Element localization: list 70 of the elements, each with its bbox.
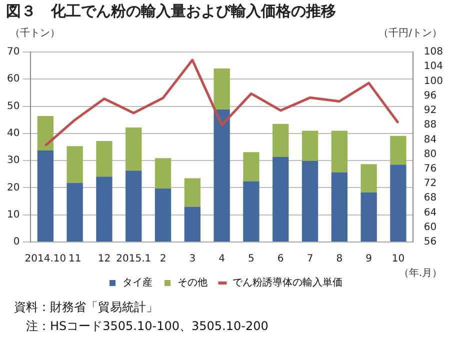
- y-tick-label: 20: [6, 182, 20, 194]
- x-tick-label: 9: [366, 254, 372, 265]
- bar: [37, 150, 54, 242]
- bar: [360, 164, 377, 192]
- x-tick-label: 7: [306, 254, 314, 265]
- y2-tick-label: 76: [424, 164, 437, 175]
- x-tick-label: 5: [248, 254, 254, 265]
- x-tick-label: 10: [392, 254, 405, 265]
- y2-tick-label: 72: [424, 178, 437, 190]
- y-tick-label: 50: [6, 100, 20, 112]
- bar: [272, 157, 289, 242]
- y2-tick-label: 104: [424, 61, 444, 72]
- y2-tick-label: 68: [424, 192, 437, 204]
- legend-label: でん粉誘導体の輸入単価: [232, 276, 342, 289]
- x-tick-label: 4: [218, 254, 226, 265]
- y2-tick-label: 60: [424, 222, 437, 233]
- bar: [96, 176, 112, 242]
- bar: [331, 130, 348, 172]
- bar: [214, 110, 230, 242]
- bar: [243, 152, 260, 182]
- bar: [390, 136, 406, 165]
- bar: [96, 141, 112, 177]
- bar: [214, 68, 230, 110]
- bar: [154, 158, 172, 189]
- y-tick-label: 60: [6, 74, 20, 85]
- y2-tick-label: 80: [424, 148, 437, 160]
- y2-tick-label: 108: [424, 46, 444, 58]
- x-tick-label: 2015.1: [116, 254, 152, 265]
- bar: [272, 124, 289, 158]
- bar: [360, 192, 377, 242]
- bar: [184, 178, 201, 207]
- y2-tick-label: 56: [424, 236, 437, 248]
- legend-label: タイ産: [122, 276, 152, 289]
- x-tick-label: 8: [336, 254, 343, 265]
- x-tick-label: 11: [68, 254, 82, 265]
- y-axis-title: （千トン）: [10, 26, 60, 40]
- bar: [126, 170, 142, 242]
- x-tick-label: 2: [160, 254, 166, 265]
- bar: [302, 160, 318, 242]
- y2-tick-label: 100: [424, 76, 444, 87]
- chart-title: 図３ 化工でん粉の輸入量および輸入価格の推移: [6, 2, 336, 21]
- x-axis-title: （年.月）: [398, 267, 442, 280]
- y-tick-label: 0: [13, 236, 20, 248]
- y2-tick-label: 64: [424, 207, 437, 218]
- bar: [66, 182, 83, 242]
- text: 資料：財務省「貿易統計」: [14, 299, 159, 316]
- bar: [184, 206, 201, 242]
- y-tick-label: 70: [6, 46, 20, 58]
- y2-tick-label: 88: [424, 120, 437, 131]
- bar: [302, 130, 318, 161]
- x-tick-label: 6: [277, 254, 284, 265]
- bar: [126, 127, 142, 171]
- bar: [390, 164, 406, 242]
- legend-label: その他: [178, 276, 208, 289]
- x-tick-label: 2014.10: [24, 254, 66, 265]
- bar: [243, 181, 260, 242]
- y2-axis-title: （千円/トン）: [378, 26, 442, 40]
- bar: [154, 188, 172, 242]
- x-tick-label: 3: [189, 254, 196, 265]
- y2-tick-label: 96: [424, 90, 437, 102]
- bar: [66, 146, 83, 183]
- bar: [331, 172, 348, 242]
- y-tick-label: 10: [6, 209, 20, 220]
- y2-tick-label: 92: [424, 105, 437, 116]
- x-tick-label: 12: [98, 254, 111, 265]
- y-tick-label: 30: [6, 155, 20, 166]
- y-tick-label: 40: [6, 128, 20, 140]
- text: 注：HSコード3505.10-100、3505.10-200: [25, 318, 268, 335]
- y2-tick-label: 84: [424, 134, 437, 146]
- bar: [37, 116, 54, 151]
